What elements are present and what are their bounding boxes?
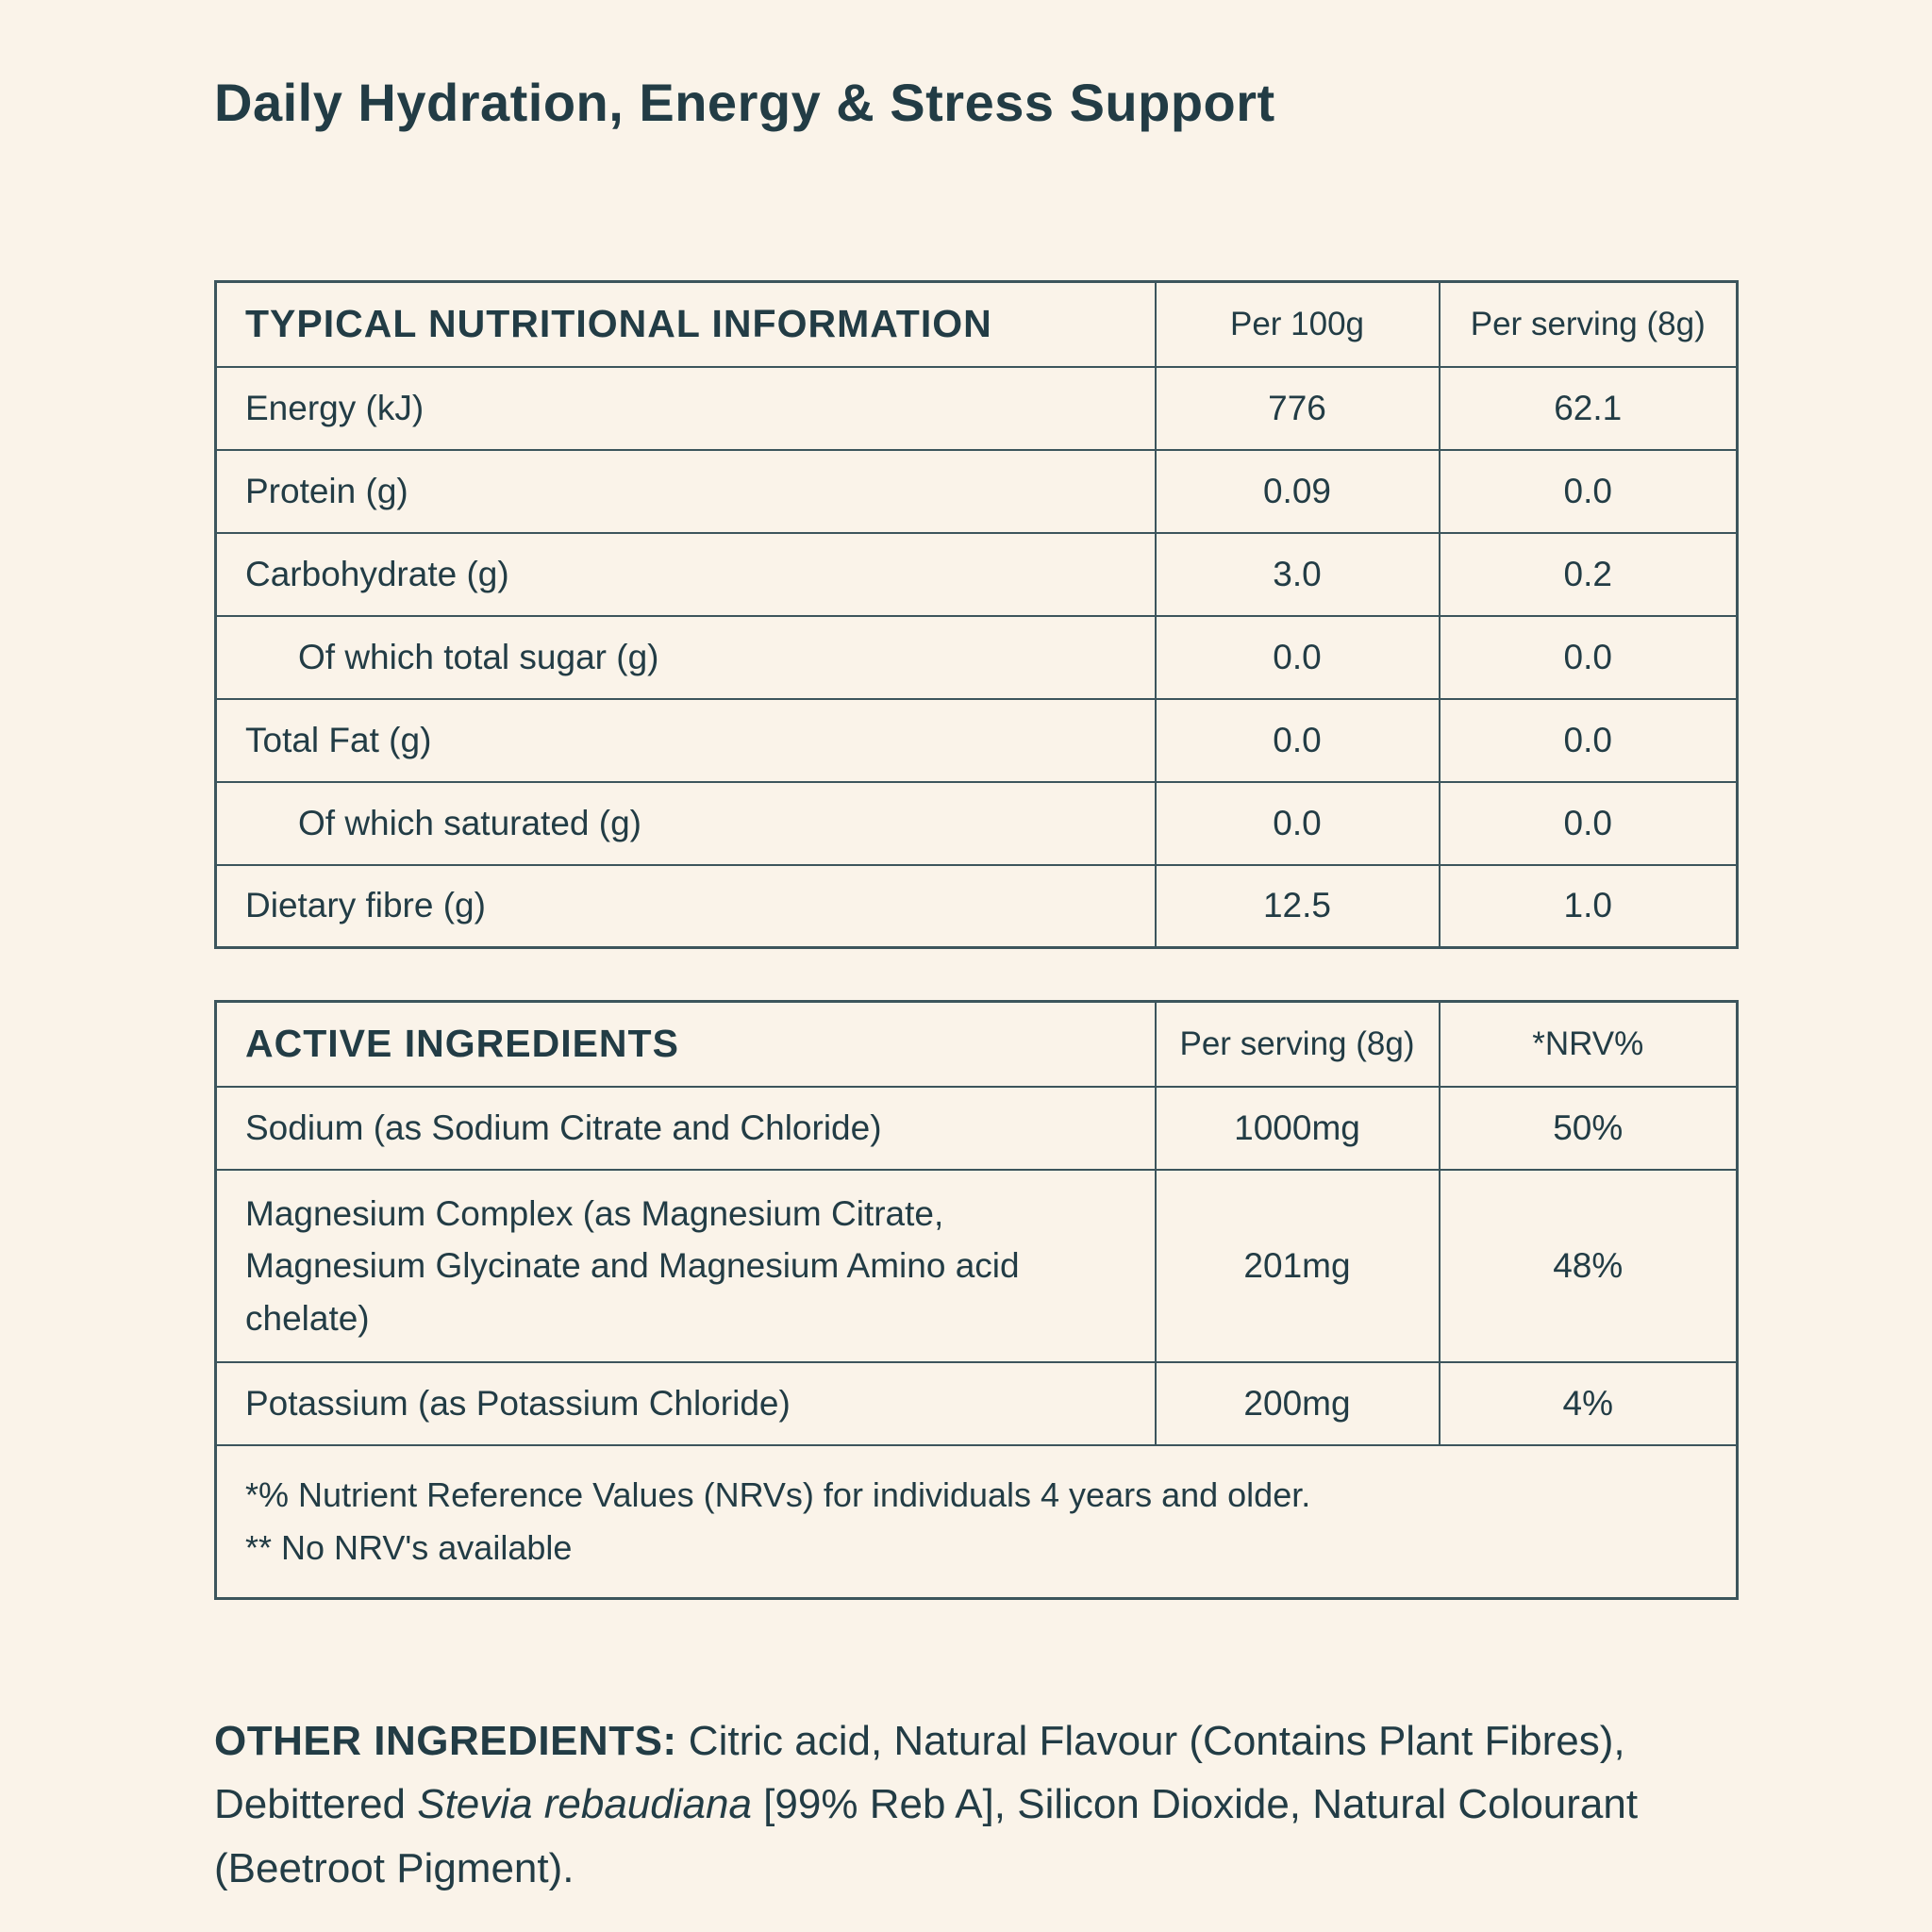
nutrition-value-per-100g: 0.09 — [1154, 448, 1441, 534]
active-table-footnotes-row: *% Nutrient Reference Values (NRVs) for … — [214, 1443, 1739, 1600]
active-row-label: Magnesium Complex (as Magnesium Citrate,… — [214, 1168, 1157, 1363]
nutrition-value-per-serving: 62.1 — [1438, 365, 1739, 451]
nutrition-value-per-serving: 0.0 — [1438, 614, 1739, 700]
nutrition-value-per-100g: 3.0 — [1154, 531, 1441, 617]
column-header-per-serving: Per serving (8g) — [1154, 1000, 1441, 1088]
nutrition-row-label: Carbohydrate (g) — [214, 531, 1157, 617]
nutrition-table: TYPICAL NUTRITIONAL INFORMATION Per 100g… — [214, 280, 1739, 949]
active-value-nrv: 4% — [1438, 1361, 1739, 1446]
nutrition-value-per-100g: 0.0 — [1154, 614, 1441, 700]
nutrition-row-label: Of which total sugar (g) — [214, 614, 1157, 700]
nutrition-table-title: TYPICAL NUTRITIONAL INFORMATION — [214, 280, 1157, 368]
nutrition-row-dietary-fibre: Dietary fibre (g) 12.5 1.0 — [214, 863, 1739, 949]
nrv-footnote-line-1: *% Nutrient Reference Values (NRVs) for … — [245, 1475, 1311, 1514]
nutrition-value-per-serving: 0.0 — [1438, 697, 1739, 783]
nutrition-row-carbohydrate: Carbohydrate (g) 3.0 0.2 — [214, 531, 1739, 617]
nutrition-value-per-100g: 0.0 — [1154, 697, 1441, 783]
active-table-header: ACTIVE INGREDIENTS Per serving (8g) *NRV… — [214, 1000, 1739, 1088]
nutrition-row-protein: Protein (g) 0.09 0.0 — [214, 448, 1739, 534]
active-row-label: Potassium (as Potassium Chloride) — [214, 1361, 1157, 1446]
magnesium-label-text: Magnesium Complex (as Magnesium Citrate,… — [245, 1193, 1020, 1338]
column-header-nrv: *NRV% — [1438, 1000, 1739, 1088]
nutrition-value-per-serving: 0.0 — [1438, 448, 1739, 534]
nutrition-value-per-100g: 12.5 — [1154, 863, 1441, 949]
nutrition-value-per-100g: 0.0 — [1154, 780, 1441, 866]
nutrition-table-header: TYPICAL NUTRITIONAL INFORMATION Per 100g… — [214, 280, 1739, 368]
nutrition-value-per-serving: 1.0 — [1438, 863, 1739, 949]
other-ingredients-text-end: [99% Reb A], Silicon Dioxide, Natural Co… — [214, 1781, 1639, 1891]
page-title: Daily Hydration, Energy & Stress Support — [214, 73, 1275, 132]
nutrition-row-total-sugar: Of which total sugar (g) 0.0 0.0 — [214, 614, 1739, 700]
column-header-per-100g: Per 100g — [1154, 280, 1441, 368]
other-ingredients-botanical-name: Stevia rebaudiana — [417, 1781, 752, 1828]
column-header-per-serving: Per serving (8g) — [1438, 280, 1739, 368]
other-ingredients-paragraph: OTHER INGREDIENTS: Citric acid, Natural … — [214, 1709, 1672, 1900]
nutrition-row-label: Protein (g) — [214, 448, 1157, 534]
nutrition-value-per-serving: 0.0 — [1438, 780, 1739, 866]
active-row-sodium: Sodium (as Sodium Citrate and Chloride) … — [214, 1085, 1739, 1171]
nutrition-row-saturated: Of which saturated (g) 0.0 0.0 — [214, 780, 1739, 866]
active-value-nrv: 48% — [1438, 1168, 1739, 1363]
active-row-magnesium: Magnesium Complex (as Magnesium Citrate,… — [214, 1168, 1739, 1363]
active-ingredients-table: ACTIVE INGREDIENTS Per serving (8g) *NRV… — [214, 1000, 1739, 1600]
active-value-per-serving: 200mg — [1154, 1361, 1441, 1446]
nutrition-row-label: Dietary fibre (g) — [214, 863, 1157, 949]
nrv-footnote-line-2: ** No NRV's available — [245, 1527, 573, 1567]
active-table-title: ACTIVE INGREDIENTS — [214, 1000, 1157, 1088]
active-value-per-serving: 201mg — [1154, 1168, 1441, 1363]
nutrition-row-energy: Energy (kJ) 776 62.1 — [214, 365, 1739, 451]
nrv-footnotes: *% Nutrient Reference Values (NRVs) for … — [214, 1443, 1739, 1600]
nutrition-row-label: Of which saturated (g) — [214, 780, 1157, 866]
nutrition-row-label: Energy (kJ) — [214, 365, 1157, 451]
other-ingredients-label: OTHER INGREDIENTS: — [214, 1718, 677, 1764]
active-value-nrv: 50% — [1438, 1085, 1739, 1171]
nutrition-row-label: Total Fat (g) — [214, 697, 1157, 783]
nutrition-value-per-100g: 776 — [1154, 365, 1441, 451]
active-row-potassium: Potassium (as Potassium Chloride) 200mg … — [214, 1361, 1739, 1446]
active-value-per-serving: 1000mg — [1154, 1085, 1441, 1171]
nutrition-row-total-fat: Total Fat (g) 0.0 0.0 — [214, 697, 1739, 783]
nutrition-value-per-serving: 0.2 — [1438, 531, 1739, 617]
other-ingredients-text: Citric acid, Natural Flavour (Contains P… — [214, 1718, 1625, 1828]
active-row-label: Sodium (as Sodium Citrate and Chloride) — [214, 1085, 1157, 1171]
